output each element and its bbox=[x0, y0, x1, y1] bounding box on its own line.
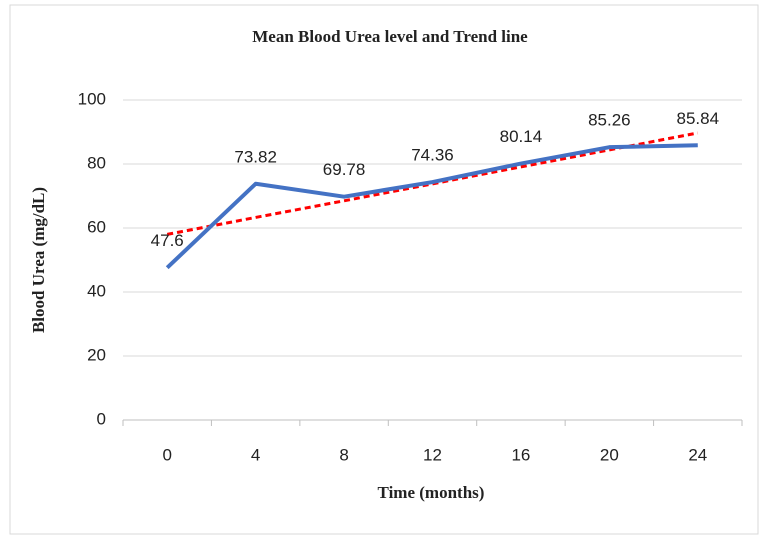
x-tick-label: 0 bbox=[162, 445, 171, 464]
data-label: 73.82 bbox=[234, 147, 277, 166]
data-label: 85.26 bbox=[588, 111, 631, 130]
x-tick-label: 20 bbox=[600, 445, 619, 464]
y-tick-label: 60 bbox=[87, 217, 106, 236]
data-label: 47.6 bbox=[151, 231, 184, 250]
x-axis-label: Time (months) bbox=[378, 483, 485, 502]
y-tick-label: 20 bbox=[87, 345, 106, 364]
x-tick-label: 4 bbox=[251, 445, 260, 464]
chart-title: Mean Blood Urea level and Trend line bbox=[252, 27, 528, 46]
data-label: 74.36 bbox=[411, 146, 454, 165]
y-tick-label: 0 bbox=[97, 409, 106, 428]
chart-border bbox=[9, 4, 759, 535]
y-tick-label: 100 bbox=[78, 89, 106, 108]
x-tick-label: 16 bbox=[511, 445, 530, 464]
y-tick-label: 80 bbox=[87, 153, 106, 172]
series-line bbox=[165, 143, 698, 270]
x-tick-label: 8 bbox=[339, 445, 348, 464]
x-tick-label: 24 bbox=[688, 445, 707, 464]
x-tick-label: 12 bbox=[423, 445, 442, 464]
y-axis-label: Blood Urea (mg/dL) bbox=[29, 187, 48, 333]
data-label: 69.78 bbox=[323, 160, 366, 179]
y-tick-label: 40 bbox=[87, 281, 106, 300]
data-label: 80.14 bbox=[500, 127, 543, 146]
data-label: 85.84 bbox=[677, 109, 720, 128]
